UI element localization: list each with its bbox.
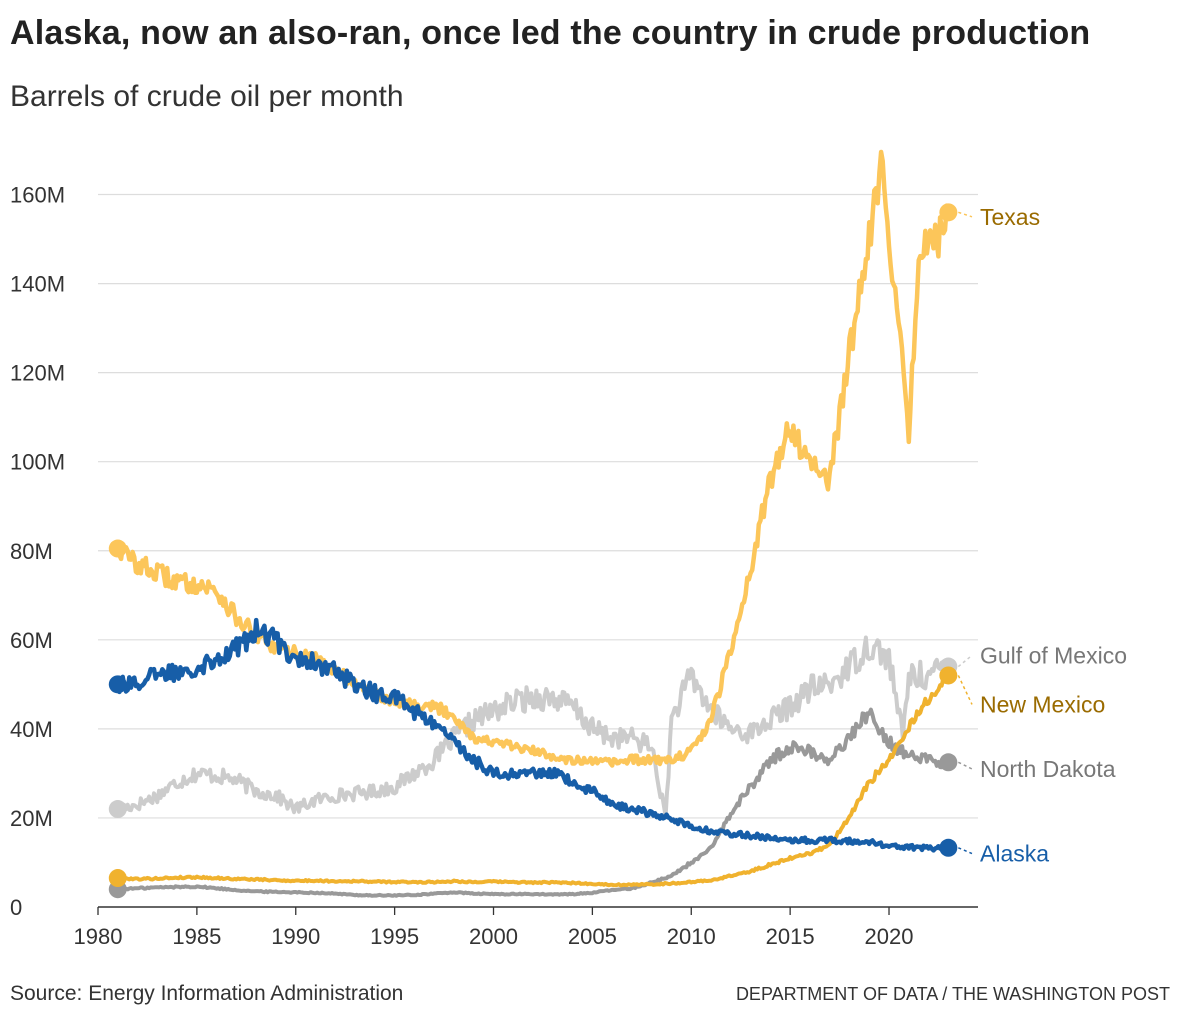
y-tick-label: 20M: [10, 806, 53, 831]
series-labels: Gulf of Mexico North Dakota New Mexico Texa…: [957, 204, 1127, 867]
x-tick-label: 1995: [370, 924, 419, 949]
series-line-gulf-of-mexico: [115, 635, 951, 819]
chart-title: Alaska, now an also-ran, once led the co…: [10, 14, 1091, 52]
y-tick-label: 100M: [10, 450, 65, 475]
y-tick-label: 40M: [10, 717, 53, 742]
series-start-dot: [108, 869, 127, 888]
label-leader: [957, 654, 973, 668]
series-start-dot: [108, 800, 127, 819]
series-line-north-dakota: [115, 707, 951, 898]
source-note: Source: Energy Information Administratio…: [10, 982, 404, 1005]
series-label-texas: Texas: [980, 204, 1040, 230]
x-tick-label: 2010: [667, 924, 716, 949]
y-tick-label: 60M: [10, 628, 53, 653]
x-tick-label: 2000: [469, 924, 518, 949]
y-tick-label: 160M: [10, 183, 65, 208]
series-label-gulf-of-mexico: Gulf of Mexico: [980, 642, 1127, 668]
y-tick-label: 120M: [10, 361, 65, 386]
series-end-dot: [939, 753, 958, 772]
y-tick-label: 0: [10, 895, 22, 920]
x-tick-label: 2005: [568, 924, 617, 949]
series-label-north-dakota: North Dakota: [980, 756, 1116, 782]
credit-line: DEPARTMENT OF DATA / THE WASHINGTON POST: [735, 984, 1170, 1004]
series-start-dot: [108, 539, 127, 558]
series-end-dot: [939, 838, 958, 857]
x-tick-label: 1990: [271, 924, 320, 949]
y-axis-ticks: 0 20M 40M 60M 80M 100M 120M 140M 160M: [10, 183, 65, 920]
series-lines: [108, 149, 958, 899]
series-label-alaska: Alaska: [980, 841, 1049, 867]
y-tick-label: 80M: [10, 539, 53, 564]
series-label-new-mexico: New Mexico: [980, 691, 1105, 717]
series-line-alaska: [115, 617, 951, 853]
x-tick-label: 2020: [865, 924, 914, 949]
x-tick-label: 1985: [172, 924, 221, 949]
series-end-dot: [939, 203, 958, 222]
y-tick-label: 140M: [10, 272, 65, 297]
label-leader: [958, 761, 973, 770]
x-tick-label: 2015: [766, 924, 815, 949]
x-axis-ticks: 1980 1985 1990 1995 2000 2005 2010 2015 2020: [74, 906, 978, 949]
series-end-dot: [939, 666, 958, 685]
chart-subtitle: Barrels of crude oil per month: [10, 80, 404, 113]
series-line-new-mexico: [115, 673, 951, 888]
label-leader: [958, 847, 973, 855]
x-tick-label: 1980: [74, 924, 123, 949]
gridlines: [98, 193, 978, 819]
label-leader: [958, 211, 973, 218]
label-leader: [957, 675, 973, 705]
series-start-dot: [108, 675, 127, 694]
